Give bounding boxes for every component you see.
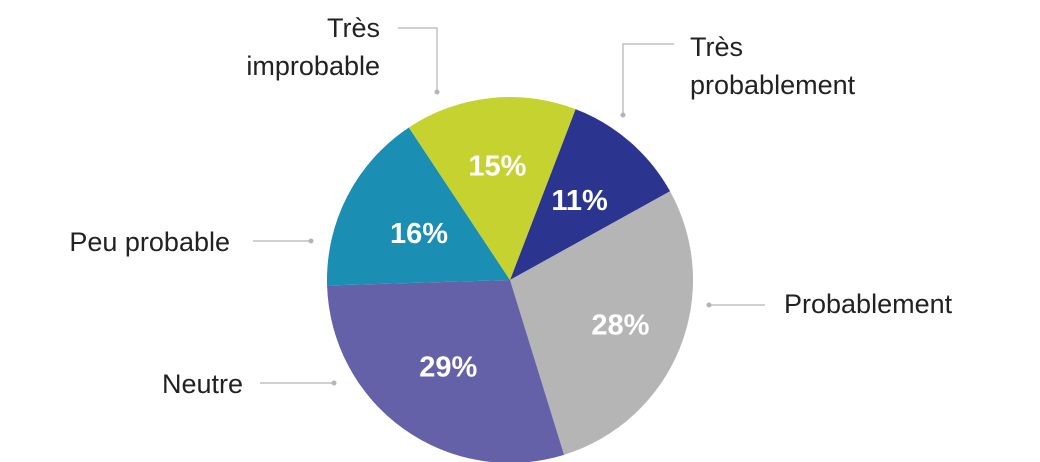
pie-slice-très-improbable (408, 96, 576, 280)
callout-leader-line (398, 27, 438, 92)
category-label: Probablement (784, 289, 953, 319)
category-label: Peu probable (69, 227, 230, 257)
pie-slice-peu-probable (326, 127, 510, 286)
callout-dot (308, 238, 314, 244)
slice-value-label: 29% (419, 351, 477, 383)
pie-slices (326, 96, 694, 462)
slice-value-label: 15% (468, 150, 526, 182)
category-label: Neutre (162, 369, 243, 399)
pie-slice-probablement (510, 191, 694, 455)
category-label: Très improbable (246, 13, 380, 81)
slice-callouts: Très probablement Probablement Neutre Peu pr… (69, 13, 952, 399)
slice-value-labels: 11% 28% 29% 16% 15% (390, 150, 650, 383)
slice-value-label: 11% (551, 185, 608, 217)
callout-dot (434, 89, 440, 95)
slice-value-label: 16% (390, 218, 448, 250)
pie-slice-très-probablement (510, 109, 671, 281)
callout-dot (706, 302, 712, 308)
category-label: Très probablement (690, 32, 856, 100)
callout-leader-line (622, 43, 674, 115)
callout-dot (331, 380, 337, 386)
pie-slice-neutre (327, 280, 565, 462)
slice-value-label: 28% (591, 309, 649, 341)
callout-dot (620, 112, 626, 118)
